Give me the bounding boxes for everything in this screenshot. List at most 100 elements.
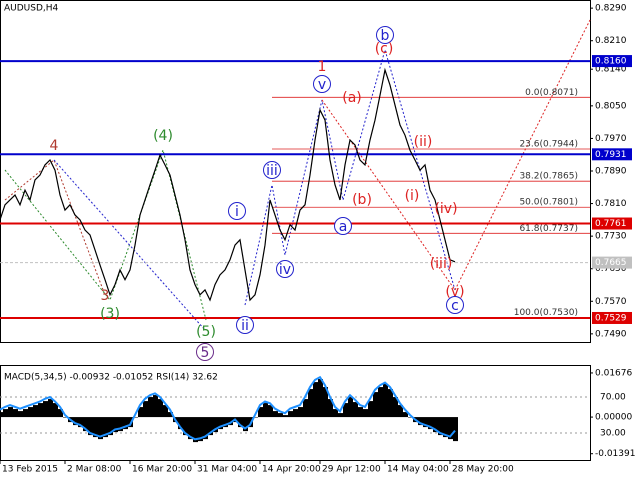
price-line [0, 67, 456, 302]
x-tick-label: 31 Mar 04:00 [197, 465, 257, 475]
macd-bar [218, 417, 223, 430]
wave-label: a [339, 219, 348, 235]
wave-label: (iv) [434, 201, 457, 217]
macd-bar [163, 405, 168, 418]
x-tick-label: 2 Mar 08:00 [67, 465, 122, 475]
macd-bar [243, 417, 248, 432]
wave-label: (5) [196, 324, 216, 340]
level-label: 0.8160 [595, 57, 627, 67]
macd-bar [168, 412, 173, 418]
macd-bar [438, 417, 443, 436]
macd-bar [213, 417, 218, 433]
macd-bar [398, 405, 403, 418]
level-box [592, 311, 632, 324]
macd-bar [278, 413, 283, 418]
wave-label: (4) [153, 128, 173, 144]
macd-bar [203, 417, 208, 440]
macd-bar [273, 411, 278, 418]
macd-bar [133, 417, 138, 418]
wave-label: v [318, 77, 326, 93]
macd-bar [368, 401, 373, 418]
fib-label: 38.2(0.7865) [519, 172, 578, 182]
macd-bar [53, 403, 58, 418]
x-tick-label: 14 May 04:00 [387, 465, 449, 475]
macd-bar [58, 409, 63, 418]
wave-circle [228, 202, 246, 220]
y-tick-label: 0.7490 [595, 329, 627, 339]
y-tick-label: 0.7970 [595, 134, 627, 144]
macd-bar [148, 397, 153, 418]
indicator-tick-label: 0.01676 [595, 368, 632, 378]
wave-label: (iii) [430, 256, 453, 272]
level-label: 0.7529 [595, 313, 627, 323]
macd-bar [33, 405, 38, 418]
wave-circle [446, 296, 464, 314]
rsi-tick-label: 70.00 [600, 392, 626, 402]
macd-bar [388, 389, 393, 418]
macd-bar [408, 417, 413, 418]
wave-label: iii [266, 163, 278, 179]
macd-bar [353, 402, 358, 418]
rsi-tick-label: 30.00 [600, 428, 626, 438]
level-box [592, 148, 632, 161]
macd-bar [383, 384, 388, 418]
macd-bar [268, 405, 273, 418]
wave-label: (v) [445, 284, 464, 300]
macd-bar [258, 407, 263, 418]
level-label: 0.7761 [595, 219, 627, 229]
macd-bar [393, 397, 398, 418]
macd-bar [303, 399, 308, 418]
wave-circle [263, 161, 281, 179]
x-tick-label: 29 Apr 12:00 [322, 465, 381, 475]
projection-line [321, 19, 591, 291]
indicator-tick-label: -0.01391 [595, 449, 635, 459]
macd-bar [188, 417, 193, 440]
wave-label: (b) [352, 192, 372, 208]
wave-label: 3 [101, 288, 110, 304]
y-tick-label: 0.7890 [595, 167, 627, 177]
macd-bar [378, 387, 383, 418]
macd-bar [113, 417, 118, 433]
macd-bar [323, 387, 328, 418]
macd-bar [108, 417, 113, 436]
macd-bar [363, 409, 368, 418]
wave-label: (ii) [414, 134, 433, 150]
macd-bar [208, 417, 213, 436]
macd-bar [423, 417, 428, 428]
wave-circle [334, 217, 352, 235]
fib-label: 100.0(0.7530) [514, 308, 578, 318]
macd-bar [43, 401, 48, 418]
macd-bar [118, 417, 123, 432]
macd-bar [138, 407, 143, 418]
level-label: 0.7665 [595, 258, 627, 268]
macd-bar [443, 417, 448, 438]
macd-bar [358, 407, 363, 418]
wave-label: (i) [405, 188, 420, 204]
macd-bar [178, 417, 183, 430]
x-tick-label: 14 Apr 20:00 [262, 465, 321, 475]
macd-bar [448, 417, 453, 440]
wave-circle [196, 343, 214, 361]
macd-bar [78, 417, 83, 428]
macd-bar [343, 403, 348, 418]
macd-bar [143, 401, 148, 418]
wave-circle [236, 316, 254, 334]
macd-bar [3, 409, 8, 418]
macd-bar [263, 403, 268, 418]
wave-circle [313, 75, 331, 93]
macd-bar [38, 403, 43, 418]
macd-bar [48, 399, 53, 418]
macd-bar [88, 417, 93, 436]
macd-bar [453, 417, 458, 442]
macd-bar [23, 409, 28, 418]
fib-label: 0.0(0.8071) [525, 88, 578, 98]
macd-bar [348, 397, 353, 418]
macd-bar [333, 409, 338, 418]
wave-label: (c) [375, 41, 394, 57]
macd-bar [433, 417, 438, 433]
y-tick-label: 0.7570 [595, 297, 627, 307]
wave-label: (a) [342, 90, 362, 106]
macd-bar [183, 417, 188, 436]
